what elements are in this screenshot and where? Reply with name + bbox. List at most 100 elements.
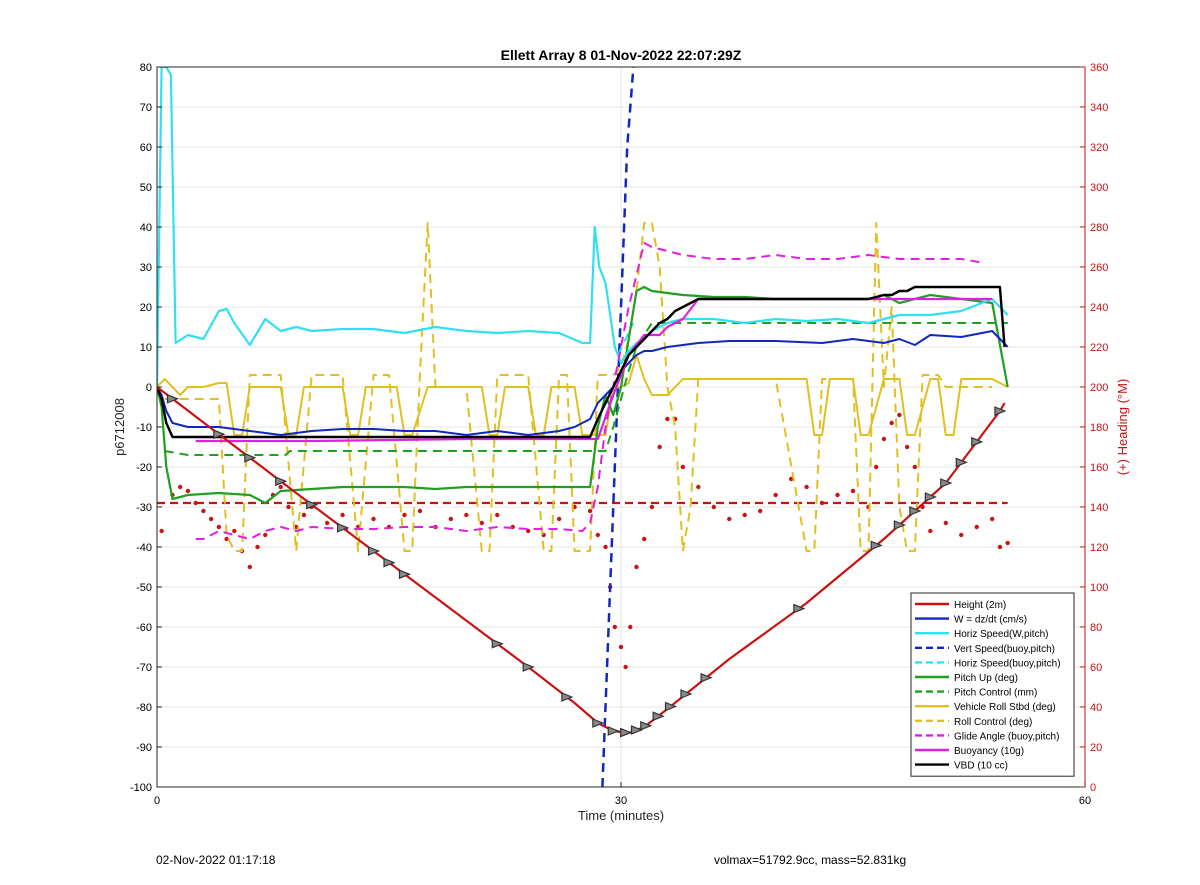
y2-tick-label: 200 xyxy=(1090,382,1108,394)
y2-tick-label: 220 xyxy=(1090,342,1108,354)
heading-dot xyxy=(680,464,686,470)
left-axis: -100-90-80-70-60-50-40-30-20-10010203040… xyxy=(130,62,162,794)
heading-dot xyxy=(804,484,809,490)
heading-dot xyxy=(974,524,979,530)
heading-dot xyxy=(1005,540,1010,546)
height-marker xyxy=(522,662,535,672)
heading-dot xyxy=(216,524,222,530)
heading-dot xyxy=(696,484,701,490)
series-layer xyxy=(157,67,1010,787)
legend-label-glide-angle-buoy-pitch: Glide Angle (buoy,pitch) xyxy=(954,731,1059,742)
heading-dot xyxy=(628,624,633,630)
heading-dot xyxy=(587,508,593,514)
heading-dot xyxy=(912,464,918,470)
height-marker xyxy=(924,492,937,502)
series-line-vehicle-roll-stbd-deg xyxy=(157,354,1009,436)
height-marker xyxy=(664,701,678,712)
heading-dot xyxy=(788,476,794,482)
y-tick-label: 50 xyxy=(140,182,152,194)
y2-tick-label: 0 xyxy=(1090,782,1096,794)
heading-dot xyxy=(773,492,778,498)
series-line-horiz-speed-w-pitch xyxy=(157,67,1009,388)
heading-dot xyxy=(742,512,747,518)
y2-tick-label: 80 xyxy=(1090,622,1102,634)
heading-dot xyxy=(665,416,670,422)
height-marker xyxy=(561,692,574,702)
y2-axis-label: (+) Heading (°M) xyxy=(1115,379,1130,476)
heading-dot xyxy=(286,504,291,510)
y2-tick-label: 120 xyxy=(1090,542,1108,554)
heading-dot xyxy=(850,488,856,494)
heading-dot xyxy=(417,508,423,514)
y2-tick-label: 160 xyxy=(1090,462,1108,474)
heading-dot xyxy=(595,532,600,538)
height-marker xyxy=(275,476,288,487)
heading-dot xyxy=(371,516,376,522)
legend-box xyxy=(910,592,1075,777)
heading-dot xyxy=(835,492,840,498)
series-line-vbd-10-cc xyxy=(157,285,1006,439)
y-tick-label: 10 xyxy=(140,342,152,354)
heading-dot xyxy=(657,444,662,450)
heading-dot xyxy=(193,500,198,506)
series-line-glide-angle-buoy-pitch xyxy=(195,242,985,540)
height-marker xyxy=(398,569,412,580)
heading-dot xyxy=(623,664,628,670)
y-tick-label: 40 xyxy=(140,222,152,234)
y-tick-label: -90 xyxy=(136,742,152,754)
x-axis: 0 30 60 xyxy=(154,782,1091,807)
height-marker xyxy=(367,546,381,556)
heading-dot xyxy=(178,484,183,490)
series-line-w-dz-dt-cm-s xyxy=(157,330,1009,436)
y-tick-label: 20 xyxy=(140,302,152,314)
legend-label-vert-speed-buoy-pitch: Vert Speed(buoy,pitch) xyxy=(954,644,1055,655)
y-tick-label: 70 xyxy=(140,102,152,114)
height-marker xyxy=(166,393,180,404)
y-tick-label: 0 xyxy=(146,382,152,394)
heading-dot xyxy=(727,516,732,522)
y2-tick-label: 60 xyxy=(1090,662,1102,674)
x-tick-label: 0 xyxy=(154,795,160,807)
legend: Height (2m) W = dz/dt (cm/s) Horiz Speed(W… xyxy=(910,592,1075,777)
heading-dot xyxy=(159,528,164,534)
height-marker xyxy=(971,436,984,447)
height-marker xyxy=(306,499,319,510)
height-marker xyxy=(383,557,396,568)
heading-dot xyxy=(448,516,454,522)
heading-dot xyxy=(618,644,624,650)
height-marker xyxy=(700,672,713,683)
heading-dot xyxy=(874,464,879,470)
height-marker xyxy=(870,540,883,551)
legend-label-w-dz-dt-cm-s: W = dz/dt (cm/s) xyxy=(954,615,1027,626)
heading-dot xyxy=(464,512,469,518)
heading-dot xyxy=(959,532,964,538)
heading-dot xyxy=(819,500,825,506)
height-marker xyxy=(893,520,907,530)
heading-dot xyxy=(711,504,716,510)
legend-label-height-2m: Height (2m) xyxy=(954,600,1006,611)
heading-dot xyxy=(634,564,639,570)
y-axis-label: p6712008 xyxy=(112,398,127,456)
y-tick-label: -20 xyxy=(136,462,152,474)
legend-label-horiz-speed-w-pitch: Horiz Speed(W,pitch) xyxy=(954,629,1048,640)
y2-tick-label: 180 xyxy=(1090,422,1108,434)
heading-dot xyxy=(603,544,608,550)
legend-label-buoyancy-10g: Buoyancy (10g) xyxy=(954,746,1024,757)
series-line-pitch-control-mm xyxy=(164,322,1008,456)
height-marker xyxy=(213,429,226,440)
y-tick-label: -70 xyxy=(136,662,152,674)
height-marker xyxy=(592,718,605,728)
footer-mass-info: volmax=51792.9cc, mass=52.831kg xyxy=(714,853,907,867)
heading-dot xyxy=(997,544,1003,550)
y-tick-label: 60 xyxy=(140,142,152,154)
series-line-horiz-speed-buoy-pitch xyxy=(616,322,635,356)
heading-dot xyxy=(263,532,268,538)
series-line-roll-control-deg xyxy=(164,222,993,552)
height-marker xyxy=(652,711,665,722)
legend-label-vehicle-roll-stbd-deg: Vehicle Roll Stbd (deg) xyxy=(954,702,1056,713)
y2-tick-label: 40 xyxy=(1090,702,1102,714)
x-tick-label: 30 xyxy=(615,795,627,807)
heading-dot xyxy=(556,516,562,522)
height-marker xyxy=(940,478,953,488)
legend-label-pitch-control-mm: Pitch Control (mm) xyxy=(954,688,1037,699)
